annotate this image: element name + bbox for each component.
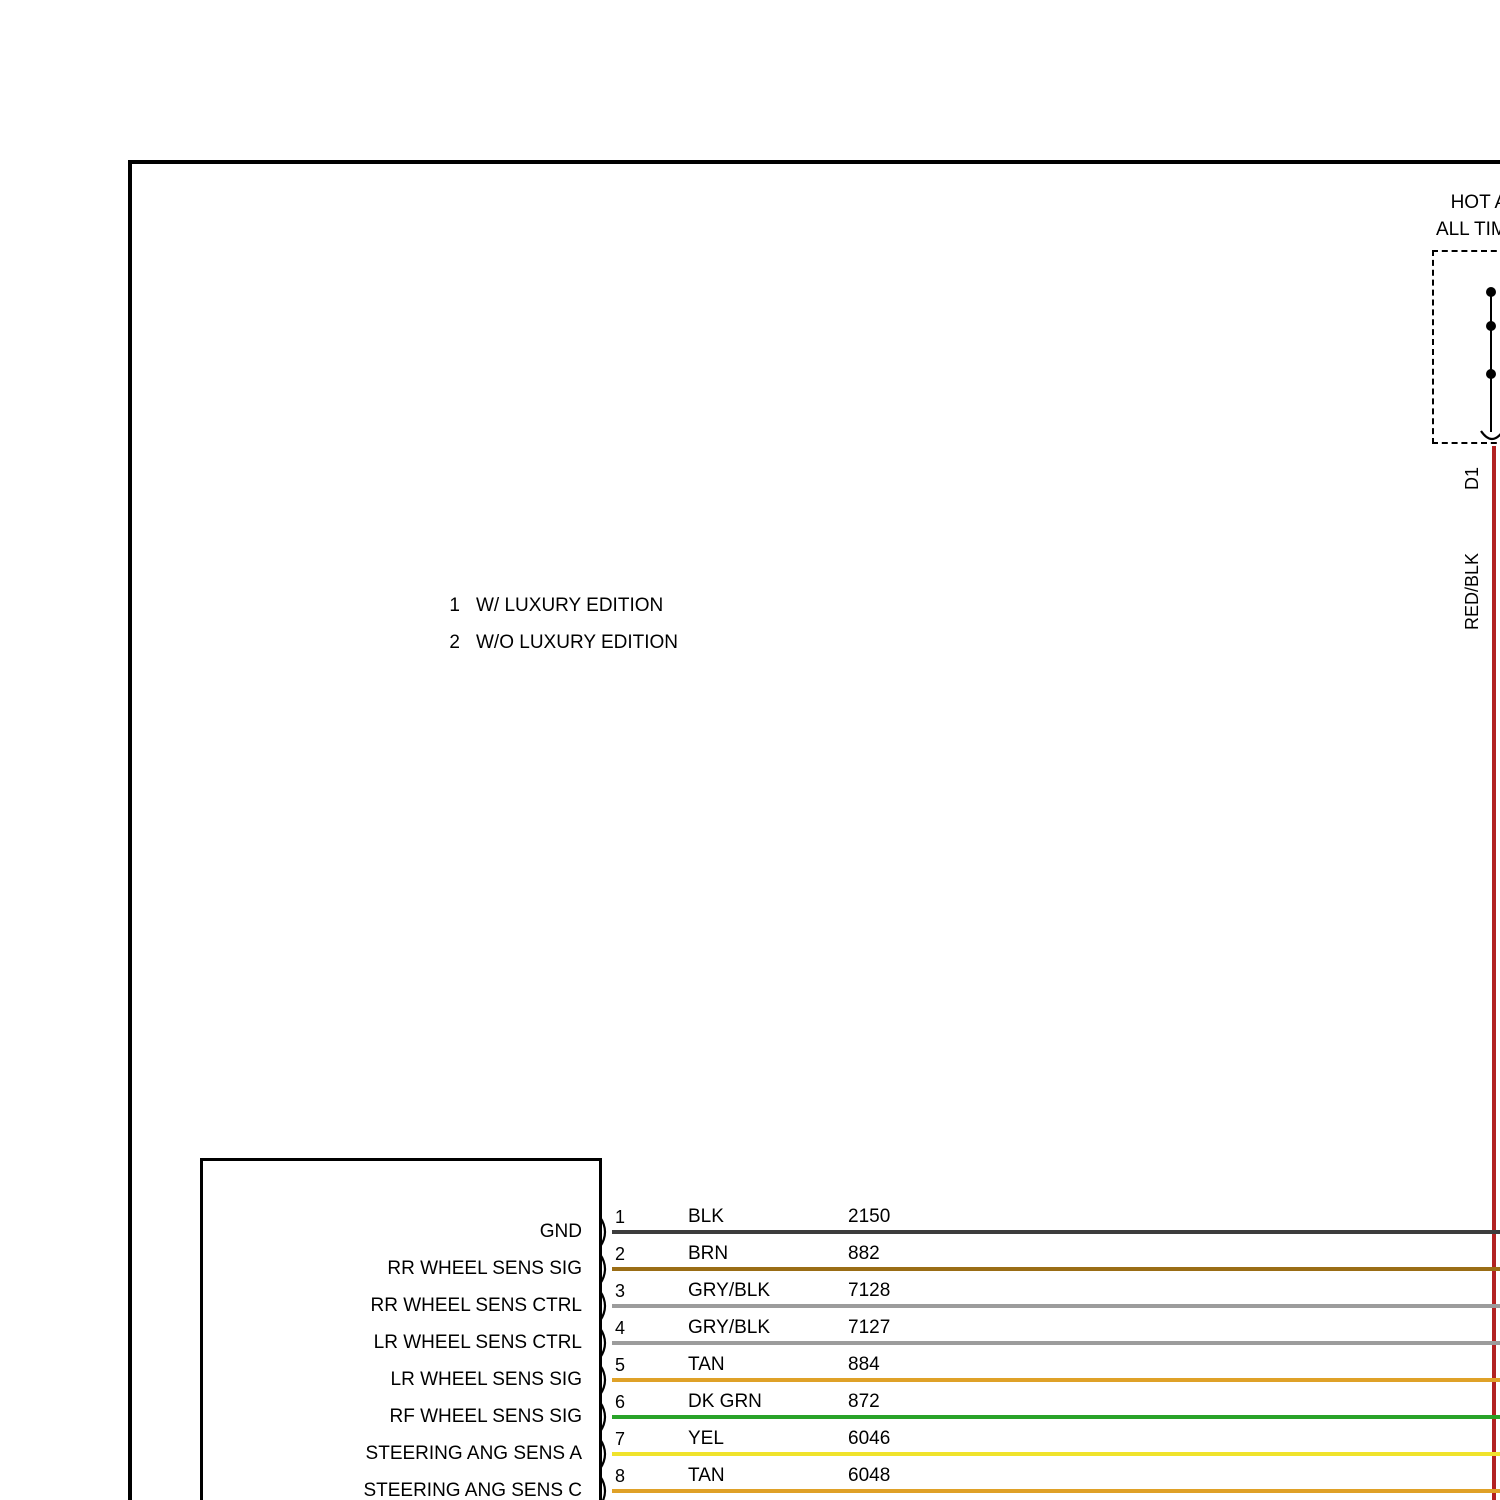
note-luxury-without: 2 W/O LUXURY EDITION (432, 631, 678, 655)
page-border (128, 160, 1500, 1500)
wire-color-label: DK GRN (688, 1391, 762, 1412)
wire (612, 1452, 1500, 1456)
circuit-number: 7127 (848, 1317, 891, 1338)
note-number: 1 (449, 595, 460, 616)
pin-number: 5 (615, 1355, 626, 1375)
wire-row-rf-sens-sig: RF WHEEL SENS SIG 6 DK GRN 872 (0, 1389, 1500, 1433)
wire (612, 1378, 1500, 1382)
pin-number: 2 (615, 1244, 626, 1264)
connector-pin-icon (599, 1216, 607, 1248)
signal-label: STEERING ANG SENS C (363, 1480, 582, 1500)
hot-label-line2: ALL TIMES (1435, 219, 1500, 240)
note-number: 2 (449, 632, 460, 653)
wire-color-label: BRN (688, 1243, 729, 1264)
circuit-number: 2150 (848, 1206, 891, 1227)
pin-number: 7 (615, 1429, 626, 1449)
signal-label: LR WHEEL SENS SIG (390, 1369, 582, 1390)
connector-pin-icon (599, 1364, 607, 1396)
circuit-number: 6048 (848, 1465, 891, 1486)
signal-label: STEERING ANG SENS A (365, 1443, 582, 1464)
connector-pin-icon (599, 1327, 607, 1359)
signal-label: LR WHEEL SENS CTRL (373, 1332, 582, 1353)
signal-label: RR WHEEL SENS SIG (387, 1258, 582, 1279)
terminal-label: D1 (1462, 466, 1482, 490)
power-wire-color-label: RED/BLK (1462, 552, 1482, 630)
pin-number: 6 (615, 1392, 626, 1412)
wire-row-steer-ang-c: STEERING ANG SENS C 8 TAN 6048 (0, 1463, 1500, 1500)
wire-row-rr-sens-ctrl: RR WHEEL SENS CTRL 3 GRY/BLK 7128 (0, 1278, 1500, 1322)
wire (612, 1304, 1500, 1308)
wire-color-label: GRY/BLK (688, 1280, 771, 1301)
pin-number: 1 (615, 1207, 626, 1227)
pin-number: 4 (615, 1318, 626, 1338)
wire-color-label: GRY/BLK (688, 1317, 771, 1338)
circuit-number: 7128 (848, 1280, 891, 1301)
connector-pin-icon (599, 1401, 607, 1433)
hot-at-all-times-label: HOT AT ALL TIMES (1384, 189, 1500, 243)
connector-pin-icon (599, 1290, 607, 1322)
note-luxury-with: 1 W/ LUXURY EDITION (432, 594, 663, 618)
pin-number: 8 (615, 1466, 626, 1486)
fuse-block-dashed-box (1432, 250, 1500, 444)
connector-pin-icon (599, 1475, 607, 1500)
connector-pin-icon (1480, 430, 1500, 441)
circuit-number: 884 (848, 1354, 880, 1375)
circuit-number: 6046 (848, 1428, 891, 1449)
wire-rows: GND 1 BLK 2150 RR WHEEL SENS SIG 2 BRN 8… (0, 1204, 1500, 1500)
wire (612, 1267, 1500, 1271)
power-feed-wire (1492, 446, 1496, 1500)
junction-dot (1486, 321, 1496, 331)
wire-color-label: YEL (688, 1428, 724, 1449)
wire-color-label: BLK (688, 1206, 724, 1227)
note-text: W/ LUXURY EDITION (476, 595, 664, 616)
signal-label: RR WHEEL SENS CTRL (370, 1295, 583, 1316)
wire-row-lr-sens-ctrl: LR WHEEL SENS CTRL 4 GRY/BLK 7127 (0, 1315, 1500, 1359)
connector-pin-icon (599, 1253, 607, 1285)
wire (612, 1341, 1500, 1345)
signal-label: GND (539, 1221, 582, 1242)
wire-color-label: TAN (688, 1465, 725, 1486)
hot-label-line1: HOT AT (1450, 192, 1500, 213)
circuit-number: 872 (848, 1391, 880, 1412)
note-text: W/O LUXURY EDITION (476, 632, 678, 653)
wire-color-label: TAN (688, 1354, 725, 1375)
wire-row-steer-ang-a: STEERING ANG SENS A 7 YEL 6046 (0, 1426, 1500, 1470)
circuit-number: 882 (848, 1243, 880, 1264)
connector-pin-icon (599, 1438, 607, 1470)
junction-dot (1486, 287, 1496, 297)
wire (612, 1230, 1500, 1234)
pin-number: 3 (615, 1281, 626, 1301)
wire (612, 1489, 1500, 1493)
module-connector-box (200, 1158, 602, 1500)
fuse-internal-wire (1490, 292, 1492, 432)
junction-dot (1486, 369, 1496, 379)
signal-label: RF WHEEL SENS SIG (389, 1406, 583, 1427)
wire (612, 1415, 1500, 1419)
wire-row-lr-sens-sig: LR WHEEL SENS SIG 5 TAN 884 (0, 1352, 1500, 1396)
wire-row-rr-sens-sig: RR WHEEL SENS SIG 2 BRN 882 (0, 1241, 1500, 1285)
wire-row-gnd: GND 1 BLK 2150 (0, 1204, 1500, 1248)
